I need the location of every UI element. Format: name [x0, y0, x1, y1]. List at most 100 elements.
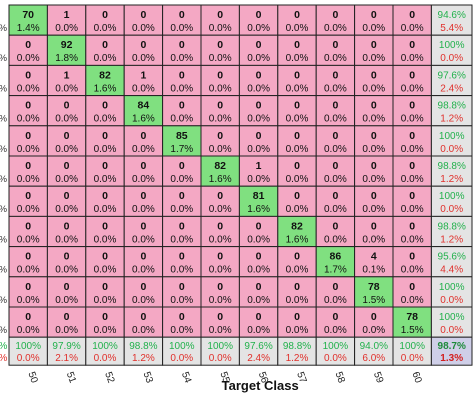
left-edge-mark: %: [0, 53, 7, 63]
diagonal-cell: [8, 4, 48, 36]
cell-count-label: 0: [140, 251, 146, 263]
cell-count-label: 0: [179, 220, 185, 232]
cell-count-label: 0: [217, 9, 223, 21]
matrix-cell: [85, 215, 125, 248]
diagonal-cell: [238, 185, 279, 217]
col-summary-error: 1.2%: [286, 353, 309, 364]
cell-percent-label: 0.0%: [324, 295, 347, 306]
matrix-cell: [238, 34, 279, 66]
overall-accuracy-cell: [430, 336, 473, 366]
overall-error: 1.3%: [440, 353, 463, 364]
row-summary-cell: [430, 34, 473, 66]
cell-percent-label: 0.0%: [94, 204, 117, 215]
matrix-cell: [162, 246, 202, 278]
row-summary-error: 1.2%: [440, 174, 463, 185]
left-edge-mark: %: [0, 114, 7, 124]
col-summary-error: 2.4%: [247, 353, 270, 364]
matrix-cell: [354, 125, 394, 157]
left-edge-mark: %: [0, 23, 7, 33]
matrix-cell: [8, 155, 48, 187]
cell-percent-label: 0.0%: [17, 204, 40, 215]
col-summary-cell: [200, 336, 240, 366]
col-summary-error: 0.0%: [401, 353, 424, 364]
matrix-cell: [354, 95, 394, 127]
row-summary-cell: [430, 185, 473, 217]
cell-percent-label: 0.1%: [362, 265, 385, 276]
cell-count-label: 0: [25, 190, 31, 202]
row-summary-error: 0.0%: [440, 53, 463, 64]
col-summary-error: 0.0%: [17, 353, 40, 364]
matrix-cell: [354, 215, 394, 248]
x-tick-label: 58: [333, 370, 347, 385]
cell-count-label: 0: [64, 160, 70, 172]
cell-count-label: 0: [409, 251, 415, 263]
matrix-cell: [277, 246, 317, 278]
cell-percent-label: 0.0%: [401, 265, 424, 276]
cell-percent-label: 0.0%: [132, 325, 155, 336]
diagonal-cell: [277, 215, 317, 248]
cell-percent-label: 1.5%: [362, 295, 385, 306]
cell-count-label: 0: [102, 311, 108, 323]
matrix-cell: [8, 276, 48, 308]
cell-percent-label: 0.0%: [170, 174, 193, 185]
cell-count-label: 0: [64, 220, 70, 232]
cell-percent-label: 0.0%: [209, 234, 232, 245]
cell-count-label: 0: [332, 220, 338, 232]
row-summary-cell: [430, 276, 473, 308]
cell-count-label: 0: [371, 220, 377, 232]
matrix-cell: [123, 64, 164, 97]
cell-count-label: 0: [179, 69, 185, 81]
cell-percent-label: 0.0%: [170, 234, 193, 245]
matrix-cell: [162, 34, 202, 66]
cell-count-label: 0: [140, 9, 146, 21]
cell-count-label: 81: [253, 190, 265, 202]
matrix-cell: [8, 246, 48, 278]
cell-percent-label: 0.0%: [170, 83, 193, 94]
cell-count-label: 0: [409, 100, 415, 112]
row-summary-error: 0.0%: [440, 295, 463, 306]
cell-count-label: 0: [332, 190, 338, 202]
matrix-cell: [46, 4, 87, 36]
cell-percent-label: 1.4%: [17, 23, 40, 34]
cell-percent-label: 0.0%: [362, 23, 385, 34]
cell-percent-label: 0.0%: [94, 325, 117, 336]
row-summary-cell: [430, 64, 473, 97]
matrix-cell: [354, 4, 394, 36]
col-summary-error: 0.0%: [209, 353, 232, 364]
cell-percent-label: 0.0%: [324, 53, 347, 64]
diagonal-cell: [354, 276, 394, 308]
cell-percent-label: 1.6%: [209, 174, 232, 185]
cell-count-label: 0: [64, 311, 70, 323]
cell-count-label: 0: [256, 281, 262, 293]
cell-count-label: 0: [371, 39, 377, 51]
cell-count-label: 0: [25, 69, 31, 81]
row-summary-cell: [430, 4, 473, 36]
cell-percent-label: 0.0%: [55, 114, 78, 125]
col-summary-error: 0.0%: [94, 353, 117, 364]
cell-percent-label: 0.0%: [362, 83, 385, 94]
cell-percent-label: 0.0%: [170, 204, 193, 215]
cell-percent-label: 0.0%: [170, 114, 193, 125]
cell-percent-label: 0.0%: [55, 174, 78, 185]
cell-percent-label: 0.0%: [362, 53, 385, 64]
row-summary-correct: 97.6%: [438, 70, 466, 81]
col-summary-correct: 97.6%: [244, 341, 272, 352]
cell-percent-label: 0.0%: [286, 53, 309, 64]
cell-count-label: 82: [214, 160, 226, 172]
row-summary-error: 0.0%: [440, 144, 463, 155]
col-summary-correct: 100%: [92, 341, 118, 352]
cell-count-label: 0: [371, 311, 377, 323]
matrix-cell: [315, 276, 356, 308]
cell-count-label: 0: [217, 251, 223, 263]
cell-count-label: 0: [102, 100, 108, 112]
cell-percent-label: 1.7%: [170, 144, 193, 155]
cell-count-label: 0: [140, 39, 146, 51]
cell-percent-label: 0.0%: [55, 325, 78, 336]
col-summary-error: 0.0%: [170, 353, 193, 364]
cell-percent-label: 0.0%: [94, 174, 117, 185]
cell-percent-label: 0.0%: [209, 83, 232, 94]
cell-percent-label: 0.0%: [286, 23, 309, 34]
cell-count-label: 0: [332, 9, 338, 21]
row-summary-error: 0.0%: [440, 325, 463, 336]
cell-count-label: 0: [64, 281, 70, 293]
